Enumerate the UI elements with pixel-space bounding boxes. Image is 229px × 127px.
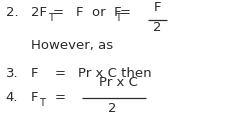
Text: F: F — [31, 67, 38, 80]
Text: F  or  F: F or F — [76, 6, 121, 19]
Text: =: = — [120, 6, 131, 19]
Text: =: = — [53, 6, 64, 19]
Text: Pr x C then: Pr x C then — [78, 67, 151, 80]
Text: However, as: However, as — [31, 39, 113, 52]
Text: T: T — [38, 98, 44, 108]
Text: 4.: 4. — [6, 91, 18, 104]
Text: F: F — [153, 1, 161, 14]
Text: 3.: 3. — [6, 67, 18, 80]
Text: 2.: 2. — [6, 6, 18, 19]
Text: =: = — [55, 67, 65, 80]
Text: Pr x C: Pr x C — [98, 76, 137, 89]
Text: T: T — [47, 13, 53, 23]
Text: F: F — [31, 91, 38, 104]
Text: =: = — [55, 91, 65, 104]
Text: 2: 2 — [108, 102, 116, 115]
Text: T: T — [114, 13, 120, 23]
Text: 2F: 2F — [31, 6, 47, 19]
Text: 2: 2 — [153, 21, 161, 35]
